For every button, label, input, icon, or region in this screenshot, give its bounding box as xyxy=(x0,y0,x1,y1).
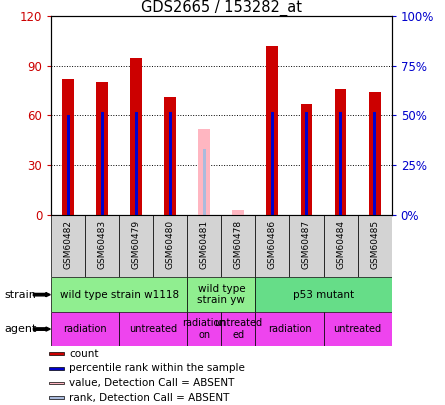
Bar xyxy=(305,112,308,215)
Text: GSM60485: GSM60485 xyxy=(370,220,379,269)
Text: untreated
ed: untreated ed xyxy=(214,318,263,340)
Bar xyxy=(271,112,274,215)
Bar xyxy=(67,115,69,215)
Bar xyxy=(368,92,380,215)
Bar xyxy=(49,367,64,370)
Bar xyxy=(222,312,255,346)
Text: p53 mutant: p53 mutant xyxy=(293,290,354,300)
Text: GSM60486: GSM60486 xyxy=(268,220,277,269)
Text: GSM60482: GSM60482 xyxy=(64,220,73,269)
Bar xyxy=(187,277,255,312)
Bar xyxy=(51,312,119,346)
Bar xyxy=(358,215,392,277)
Bar xyxy=(300,104,312,215)
Bar xyxy=(267,46,279,215)
Bar xyxy=(187,312,222,346)
Bar xyxy=(232,210,244,215)
Bar xyxy=(255,215,290,277)
Text: GSM60487: GSM60487 xyxy=(302,220,311,269)
Text: untreated: untreated xyxy=(129,324,178,334)
Bar xyxy=(119,215,153,277)
Bar xyxy=(153,215,187,277)
Bar xyxy=(164,97,176,215)
Text: rank, Detection Call = ABSENT: rank, Detection Call = ABSENT xyxy=(69,393,230,403)
Bar xyxy=(324,215,358,277)
Text: GSM60484: GSM60484 xyxy=(336,220,345,269)
Bar xyxy=(51,277,187,312)
Text: count: count xyxy=(69,349,99,358)
Bar xyxy=(49,396,64,399)
Title: GDS2665 / 153282_at: GDS2665 / 153282_at xyxy=(141,0,302,16)
Bar xyxy=(130,58,142,215)
Bar xyxy=(290,215,324,277)
Text: GSM60480: GSM60480 xyxy=(166,220,175,269)
Bar xyxy=(373,112,376,215)
Text: wild type
strain yw: wild type strain yw xyxy=(198,284,245,305)
Text: percentile rank within the sample: percentile rank within the sample xyxy=(69,363,245,373)
Text: untreated: untreated xyxy=(333,324,382,334)
Bar xyxy=(222,215,255,277)
Bar xyxy=(62,79,74,215)
Text: wild type strain w1118: wild type strain w1118 xyxy=(60,290,179,300)
Bar xyxy=(49,352,64,355)
Text: GSM60483: GSM60483 xyxy=(98,220,107,269)
Text: value, Detection Call = ABSENT: value, Detection Call = ABSENT xyxy=(69,378,235,388)
Bar xyxy=(324,312,392,346)
Bar xyxy=(203,149,206,215)
Text: agent: agent xyxy=(4,324,37,334)
Bar xyxy=(85,215,119,277)
Bar xyxy=(51,215,85,277)
Text: GSM60479: GSM60479 xyxy=(132,220,141,269)
Bar xyxy=(255,277,392,312)
Bar xyxy=(198,129,210,215)
Bar xyxy=(339,112,342,215)
Bar xyxy=(169,112,172,215)
Text: strain: strain xyxy=(4,290,36,300)
Bar xyxy=(135,112,138,215)
Bar xyxy=(119,312,187,346)
Bar xyxy=(255,312,324,346)
Bar xyxy=(96,82,108,215)
Bar xyxy=(49,382,64,384)
Text: radiation
on: radiation on xyxy=(182,318,226,340)
Bar xyxy=(101,112,104,215)
Bar xyxy=(335,89,347,215)
Bar xyxy=(187,215,222,277)
Text: radiation: radiation xyxy=(63,324,107,334)
Text: GSM60481: GSM60481 xyxy=(200,220,209,269)
Text: radiation: radiation xyxy=(267,324,312,334)
Text: GSM60478: GSM60478 xyxy=(234,220,243,269)
